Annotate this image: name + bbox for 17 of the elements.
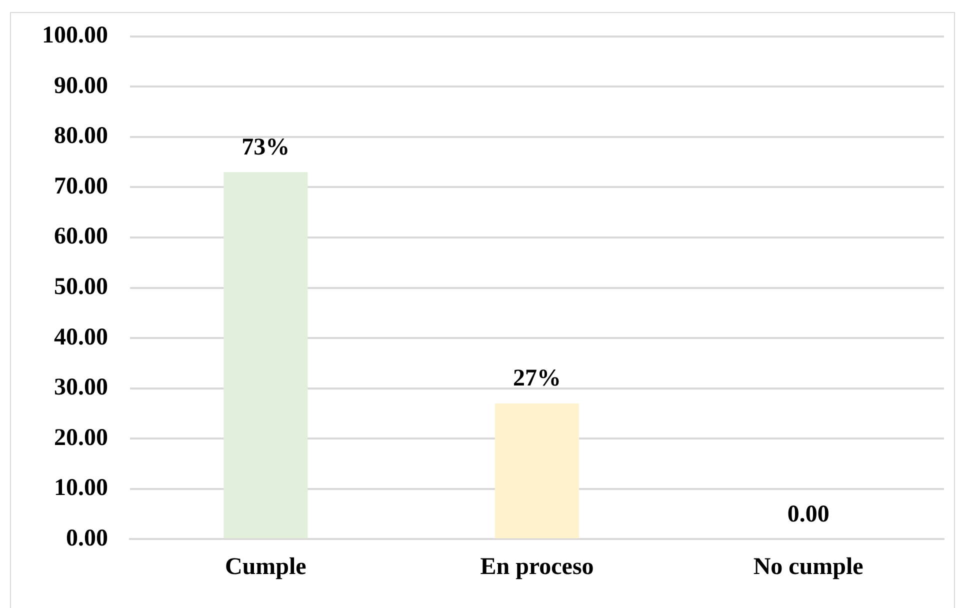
y-tick-label: 20.00	[54, 424, 108, 451]
x-tick-label: En proceso	[480, 554, 594, 580]
y-tick-label: 70.00	[54, 173, 108, 200]
y-tick-label: 30.00	[54, 374, 108, 401]
data-label: 0.00	[787, 501, 830, 528]
x-tick-label: No cumple	[753, 554, 864, 580]
y-tick-label: 0.00	[66, 525, 108, 552]
y-tick-label: 40.00	[54, 324, 108, 350]
y-tick-label: 10.00	[54, 475, 108, 502]
y-tick-label: 90.00	[54, 72, 108, 99]
data-label: 27%	[513, 366, 561, 392]
x-tick-label: Cumple	[224, 554, 307, 580]
y-tick-label: 80.00	[54, 123, 108, 150]
y-tick-label: 60.00	[54, 224, 108, 250]
data-label: 73%	[242, 134, 290, 160]
y-tick-label: 100.00	[42, 22, 108, 49]
y-tick-label: 50.00	[54, 274, 108, 300]
